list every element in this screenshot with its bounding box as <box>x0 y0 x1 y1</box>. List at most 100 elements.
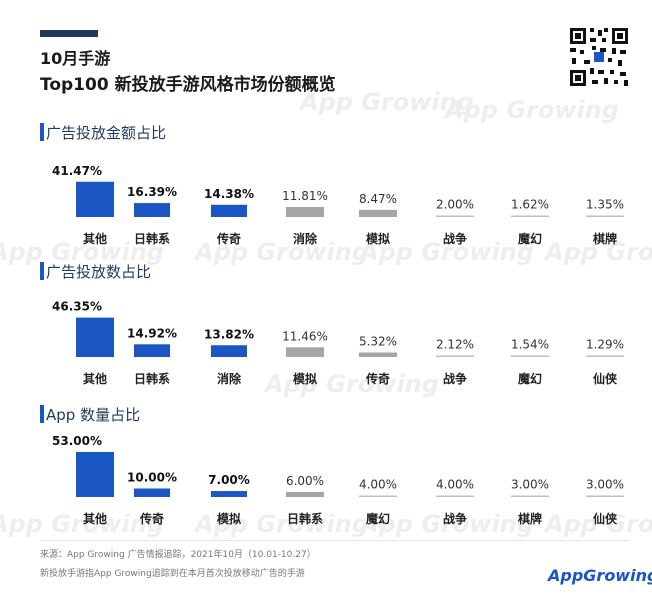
footer-divider <box>40 540 630 541</box>
watermark: App Growing <box>195 238 369 266</box>
bar-日韩系 <box>134 344 170 357</box>
bar-传奇 <box>211 204 247 217</box>
value-label: 53.00% <box>52 434 102 448</box>
category-label: 战争 <box>443 231 467 246</box>
value-label: 2.12% <box>436 338 474 352</box>
page-title-line2: Top100 新投放手游风格市场份额概览 <box>40 75 336 95</box>
bar-传奇 <box>134 488 170 497</box>
bar-战争 <box>436 495 474 497</box>
category-label: 日韩系 <box>134 371 170 386</box>
bar-chart-app-count-share: 53.00% 其他 10.00% 传奇 7.00% 模拟 6.00% 日韩系 4.00% 魔幻 4.… <box>52 434 624 526</box>
category-label: 战争 <box>443 511 467 526</box>
bar-模拟 <box>359 209 397 217</box>
watermark: App Growing <box>545 510 652 538</box>
category-label: 模拟 <box>293 371 317 386</box>
category-label: 传奇 <box>216 231 241 246</box>
bar-战争 <box>436 215 474 217</box>
bar-战争 <box>436 355 474 357</box>
category-label: 棋牌 <box>518 511 542 526</box>
value-label: 5.32% <box>359 334 397 348</box>
bar-魔幻 <box>359 495 397 497</box>
value-label: 14.92% <box>127 326 177 340</box>
value-label: 6.00% <box>286 474 324 488</box>
section-1-accent <box>40 123 44 141</box>
watermark: App Growing <box>0 510 164 538</box>
bar-其他 <box>76 451 114 497</box>
bar-传奇 <box>359 352 397 357</box>
footer-source: 来源：App Growing 广告情报追踪，2021年10月（10.01-10.… <box>40 550 316 560</box>
category-label: 传奇 <box>139 511 164 526</box>
page-title-line1: 10月手游 <box>40 49 111 68</box>
category-label: 棋牌 <box>593 231 617 246</box>
bar-日韩系 <box>134 203 170 217</box>
value-label: 2.00% <box>436 198 474 212</box>
bar-其他 <box>76 181 114 217</box>
category-label: 魔幻 <box>518 231 542 246</box>
category-label: 其他 <box>83 371 107 386</box>
bar-魔幻 <box>511 215 549 217</box>
bar-模拟 <box>286 347 324 357</box>
section-1-title: 广告投放金额占比 <box>46 124 167 142</box>
watermark: App Growing <box>195 510 369 538</box>
bar-消除 <box>211 345 247 357</box>
bar-chart-ad-spend-share: 41.47% 其他 16.39% 日韩系 14.38% 传奇 11.81% 消除 8.47% 模拟… <box>52 164 624 246</box>
section-3-title: App 数量占比 <box>46 406 141 424</box>
bar-模拟 <box>211 491 247 497</box>
category-label: 其他 <box>83 231 107 246</box>
watermark: App Growing <box>545 238 652 266</box>
value-label: 3.00% <box>511 478 549 492</box>
watermark: App Growing <box>445 96 619 124</box>
bar-仙侠 <box>586 355 624 357</box>
watermark: App Growing <box>300 88 474 116</box>
category-label: 日韩系 <box>287 511 323 526</box>
qr-code-icon <box>568 26 630 88</box>
category-label: 魔幻 <box>366 511 390 526</box>
bar-魔幻 <box>511 355 549 357</box>
section-3-accent <box>40 405 44 423</box>
value-label: 41.47% <box>52 164 102 178</box>
app-growing-logo: AppGrowing <box>548 566 652 585</box>
value-label: 4.00% <box>359 478 397 492</box>
value-label: 3.00% <box>586 478 624 492</box>
bar-其他 <box>76 317 114 357</box>
section-2-title: 广告投放数占比 <box>46 263 152 281</box>
value-label: 46.35% <box>52 300 102 314</box>
watermark: App Growing <box>0 238 164 266</box>
bar-棋牌 <box>586 215 624 217</box>
category-label: 仙侠 <box>593 371 618 386</box>
bar-消除 <box>286 206 324 217</box>
footer-note: 新投放手游指App Growing追踪到在本月首次投放移动广告的手游 <box>40 569 305 579</box>
bar-chart-ad-count-share: 46.35% 其他 14.92% 日韩系 13.82% 消除 11.46% 模拟 5.32% 传奇… <box>52 300 624 386</box>
watermark: App Growing <box>265 370 439 398</box>
value-label: 11.81% <box>282 189 328 203</box>
bar-仙侠 <box>586 495 624 497</box>
watermark: App Growing <box>360 510 534 538</box>
value-label: 10.00% <box>127 471 177 485</box>
bar-棋牌 <box>511 495 549 497</box>
category-label: 日韩系 <box>134 231 170 246</box>
category-label: 消除 <box>293 231 318 246</box>
value-label: 7.00% <box>208 473 250 487</box>
category-label: 其他 <box>83 511 107 526</box>
category-label: 仙侠 <box>593 511 618 526</box>
value-label: 11.46% <box>282 329 328 343</box>
category-label: 消除 <box>217 371 242 386</box>
value-label: 4.00% <box>436 478 474 492</box>
category-label: 模拟 <box>217 511 241 526</box>
value-label: 16.39% <box>127 185 177 199</box>
category-label: 战争 <box>443 371 467 386</box>
value-label: 13.82% <box>204 327 254 341</box>
category-label: 魔幻 <box>518 371 542 386</box>
category-label: 传奇 <box>365 371 390 386</box>
category-label: 模拟 <box>366 231 390 246</box>
value-label: 1.54% <box>511 338 549 352</box>
title-accent-bar <box>40 30 98 37</box>
bar-日韩系 <box>286 491 324 497</box>
value-label: 8.47% <box>359 192 397 206</box>
section-2-accent <box>40 262 44 280</box>
value-label: 1.62% <box>511 198 549 212</box>
value-label: 1.29% <box>586 338 624 352</box>
value-label: 14.38% <box>204 187 254 201</box>
value-label: 1.35% <box>586 198 624 212</box>
watermark: App Growing <box>360 238 534 266</box>
